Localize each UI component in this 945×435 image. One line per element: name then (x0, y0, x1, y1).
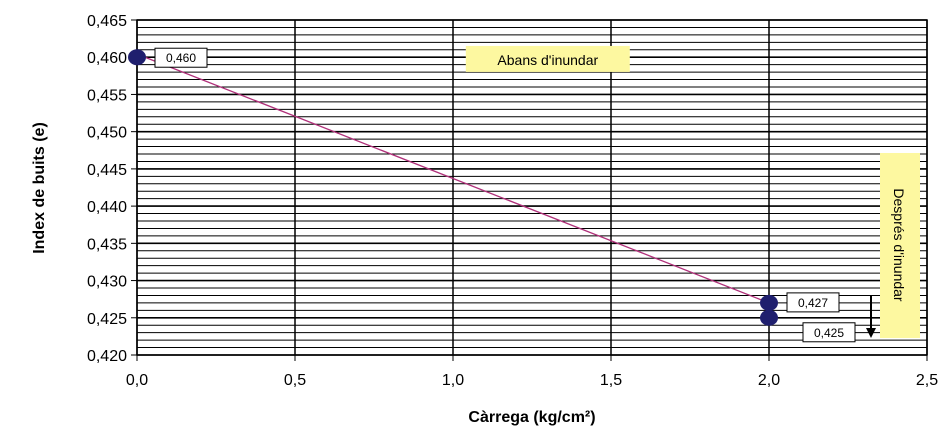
data-point (760, 309, 778, 326)
x-tick-label: 0,5 (284, 372, 306, 389)
annotation-despres: Després d'inundar (891, 188, 907, 302)
grid (131, 19, 928, 361)
data-point (128, 49, 146, 66)
annotation-box (465, 45, 630, 72)
x-tick-label: 0,0 (126, 372, 148, 389)
x-axis-title: Càrrega (kg/cm²) (468, 409, 595, 426)
data-label: 0,425 (814, 326, 844, 340)
data-labels: 0,460 0,427 0,425 (154, 47, 856, 343)
y-tick-label: 0,455 (87, 87, 127, 104)
y-tick-label: 0,440 (87, 199, 127, 216)
markers (128, 49, 778, 326)
y-tick-label: 0,420 (87, 348, 127, 365)
data-label: 0,427 (798, 296, 828, 310)
y-tick-label: 0,430 (87, 274, 127, 291)
y-tick-label: 0,460 (87, 50, 127, 67)
data-label-box (802, 322, 856, 343)
arrow-head (866, 328, 876, 338)
x-tick-label: 2,0 (758, 372, 780, 389)
annotations: Abans d'inundar Després d'inundar (465, 45, 920, 338)
plot-border (136, 19, 928, 356)
annotation-abans: Abans d'inundar (497, 52, 598, 68)
data-label-box (786, 292, 840, 313)
y-tick-label: 0,425 (87, 311, 127, 328)
x-tick-label: 2,5 (916, 372, 938, 389)
y-tick-label: 0,465 (87, 13, 127, 30)
y-tick-labels: 0,420 0,425 0,430 0,435 0,440 0,445 0,450 0,455… (87, 13, 127, 365)
y-tick-label: 0,450 (87, 125, 127, 142)
x-tick-label: 1,5 (600, 372, 622, 389)
x-tick-label: 1,0 (442, 372, 464, 389)
data-label-box (154, 47, 208, 68)
y-axis-title: Index de buits (e) (31, 122, 48, 254)
y-tick-label: 0,445 (87, 162, 127, 179)
data-label: 0,460 (166, 51, 196, 65)
x-tick-labels: 0,0 0,5 1,0 1,5 2,0 2,5 (126, 372, 938, 389)
y-tick-label: 0,435 (87, 236, 127, 253)
series-line (144, 56, 770, 304)
annotation-box-vertical (880, 153, 920, 338)
data-point (760, 294, 778, 311)
